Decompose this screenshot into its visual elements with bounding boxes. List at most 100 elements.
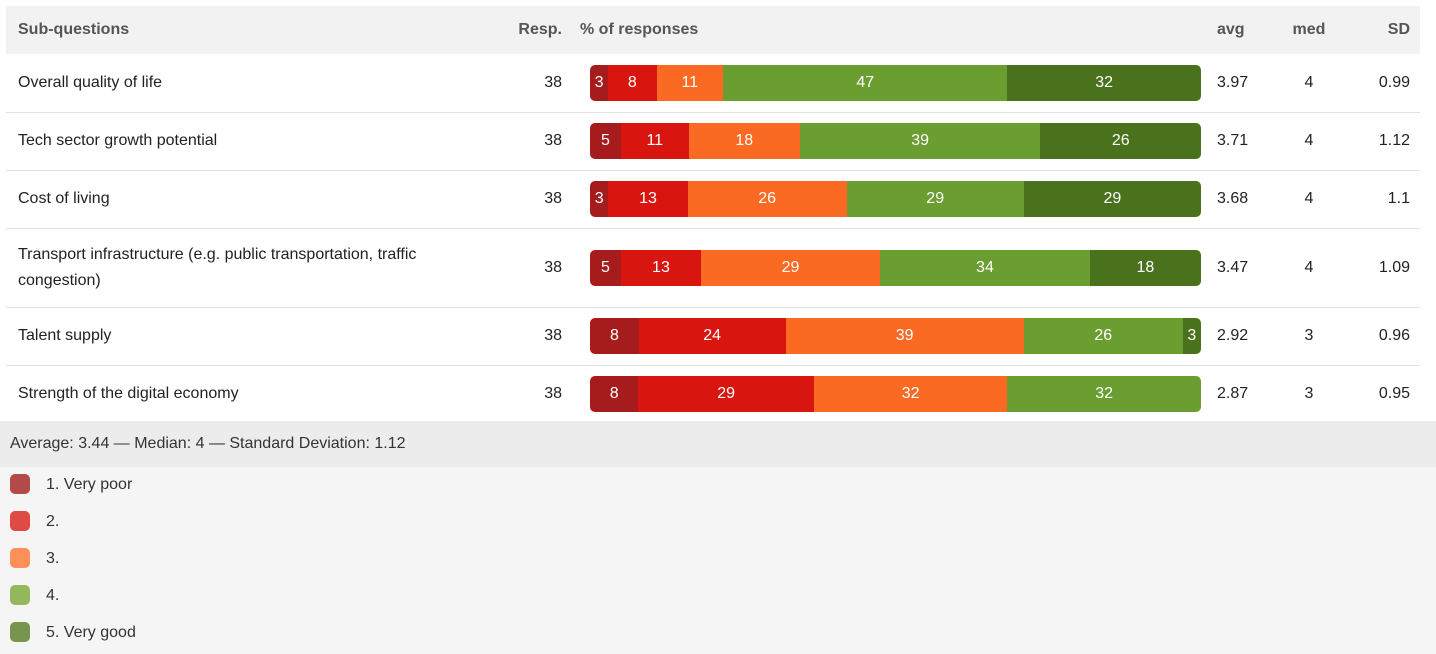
bar-segment-2[interactable]: 8	[608, 64, 657, 101]
row-bar-cell: 5 13 29 34 18	[562, 228, 1201, 308]
row-bar-cell: 8 24 39 26 3	[562, 307, 1201, 366]
table-row: Tech sector growth potential 38 5 11 18 39 26 3…	[6, 112, 1420, 171]
row-question: Cost of living	[6, 170, 484, 229]
header-avg[interactable]: avg	[1201, 6, 1284, 54]
bar-segment-1[interactable]: 5	[590, 123, 621, 159]
row-sd: 1.1	[1334, 170, 1420, 229]
legend-item[interactable]: 2.	[0, 504, 1436, 541]
row-med: 3	[1284, 365, 1334, 424]
stacked-bar: 3 13 26 29 29	[590, 181, 1201, 217]
row-question: Overall quality of life	[6, 54, 484, 113]
row-avg: 3.71	[1201, 112, 1284, 171]
legend-item[interactable]: 1. Very poor	[0, 467, 1436, 504]
row-sd: 1.12	[1334, 112, 1420, 171]
table-row: Overall quality of life 38 3 8 11 47 32 3.97 4 0.…	[6, 54, 1420, 113]
table-row: Strength of the digital economy 38 8 29 32 32…	[6, 365, 1420, 424]
stacked-bar: 8 29 32 32	[590, 376, 1201, 412]
legend-swatch	[10, 622, 30, 642]
row-resp: 38	[484, 54, 562, 113]
bar-segment-5[interactable]: 29	[1023, 181, 1201, 217]
header-med[interactable]: med	[1284, 6, 1334, 54]
row-resp: 38	[484, 307, 562, 366]
header-row: Sub-questions Resp. % of responses avg m…	[6, 6, 1420, 54]
row-sd: 1.09	[1334, 228, 1420, 308]
legend-swatch	[10, 548, 30, 568]
header-subquestions[interactable]: Sub-questions	[6, 6, 484, 54]
bar-segment-2[interactable]: 13	[620, 249, 702, 286]
bar-segment-4[interactable]: 26	[1023, 318, 1183, 354]
legend-swatch	[10, 585, 30, 605]
row-med: 4	[1284, 54, 1334, 113]
row-sd: 0.95	[1334, 365, 1420, 424]
table-row: Talent supply 38 8 24 39 26 3 2.92 3 0.96	[6, 307, 1420, 366]
legend: 1. Very poor 2. 3. 4. 5. Very good	[0, 467, 1436, 654]
row-bar-cell: 3 8 11 47 32	[562, 54, 1201, 113]
stacked-bar: 5 11 18 39 26	[590, 123, 1201, 159]
table-row: Transport infrastructure (e.g. public tr…	[6, 228, 1420, 308]
bar-segment-5[interactable]: 26	[1040, 123, 1201, 159]
row-med: 3	[1284, 307, 1334, 366]
legend-label: 5. Very good	[46, 624, 136, 641]
legend-swatch	[10, 511, 30, 531]
row-avg: 2.87	[1201, 365, 1284, 424]
row-resp: 38	[484, 112, 562, 171]
bar-segment-4[interactable]: 39	[799, 123, 1041, 159]
bar-segment-3[interactable]: 18	[688, 123, 800, 159]
bar-segment-1[interactable]: 8	[590, 318, 639, 354]
row-question: Transport infrastructure (e.g. public tr…	[6, 228, 484, 308]
legend-item[interactable]: 4.	[0, 578, 1436, 615]
bar-segment-2[interactable]: 24	[638, 318, 786, 354]
bar-segment-3[interactable]: 26	[687, 181, 847, 217]
row-avg: 3.68	[1201, 170, 1284, 229]
bar-segment-1[interactable]: 3	[590, 181, 609, 217]
bar-segment-4[interactable]: 32	[1007, 376, 1201, 412]
bar-segment-2[interactable]: 13	[608, 181, 688, 217]
bar-segment-5[interactable]: 18	[1089, 249, 1201, 286]
survey-table: Sub-questions Resp. % of responses avg m…	[6, 6, 1420, 424]
bar-segment-5[interactable]: 3	[1182, 318, 1201, 354]
table-row: Cost of living 38 3 13 26 29 29 3.68 4 1.1	[6, 170, 1420, 229]
row-avg: 2.92	[1201, 307, 1284, 366]
bar-segment-4[interactable]: 29	[846, 181, 1024, 217]
row-med: 4	[1284, 228, 1334, 308]
row-question: Tech sector growth potential	[6, 112, 484, 171]
bar-segment-1[interactable]: 8	[590, 376, 639, 412]
legend-item[interactable]: 3.	[0, 541, 1436, 578]
legend-item[interactable]: 5. Very good	[0, 615, 1436, 652]
bar-segment-4[interactable]: 34	[880, 249, 1090, 286]
stacked-bar: 5 13 29 34 18	[590, 249, 1201, 286]
row-resp: 38	[484, 365, 562, 424]
row-avg: 3.47	[1201, 228, 1284, 308]
summary-bar: Average: 3.44 — Median: 4 — Standard Dev…	[0, 421, 1436, 467]
row-resp: 38	[484, 170, 562, 229]
bar-segment-5[interactable]: 32	[1007, 64, 1201, 101]
bar-segment-4[interactable]: 47	[723, 64, 1008, 101]
row-avg: 3.97	[1201, 54, 1284, 113]
row-question: Strength of the digital economy	[6, 365, 484, 424]
bar-segment-3[interactable]: 32	[813, 376, 1008, 412]
header-resp[interactable]: Resp.	[484, 6, 562, 54]
row-sd: 0.99	[1334, 54, 1420, 113]
bar-segment-1[interactable]: 3	[590, 64, 609, 101]
table-body: Overall quality of life 38 3 8 11 47 32 3.97 4 0.…	[6, 54, 1420, 424]
legend-label: 3.	[46, 550, 60, 567]
header-sd[interactable]: SD	[1334, 6, 1420, 54]
stacked-bar: 3 8 11 47 32	[590, 64, 1201, 101]
bar-segment-1[interactable]: 5	[590, 249, 621, 286]
header-percent: % of responses	[562, 6, 1201, 54]
row-med: 4	[1284, 112, 1334, 171]
bar-segment-2[interactable]: 11	[620, 123, 689, 159]
bar-segment-3[interactable]: 39	[785, 318, 1024, 354]
stacked-bar: 8 24 39 26 3	[590, 318, 1201, 354]
legend-swatch	[10, 474, 30, 494]
row-resp: 38	[484, 228, 562, 308]
row-question: Talent supply	[6, 307, 484, 366]
row-bar-cell: 3 13 26 29 29	[562, 170, 1201, 229]
summary-text: Average: 3.44 — Median: 4 — Standard Dev…	[10, 435, 406, 452]
legend-label: 1. Very poor	[46, 476, 133, 493]
row-sd: 0.96	[1334, 307, 1420, 366]
bar-segment-2[interactable]: 29	[638, 376, 814, 412]
bar-segment-3[interactable]: 11	[656, 64, 724, 101]
legend-label: 4.	[46, 587, 60, 604]
bar-segment-3[interactable]: 29	[701, 249, 881, 286]
